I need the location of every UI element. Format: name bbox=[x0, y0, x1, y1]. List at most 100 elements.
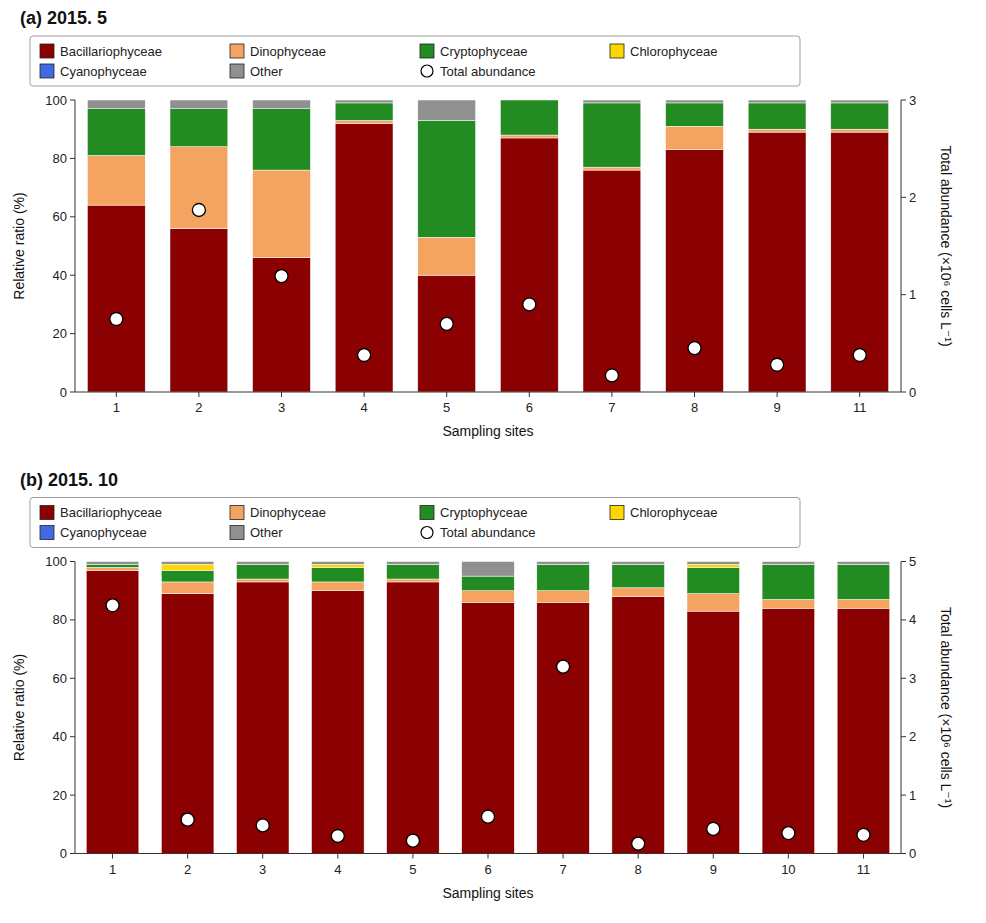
legend-label: Bacillariophyceae bbox=[60, 505, 162, 520]
bar-segment bbox=[462, 591, 515, 603]
scatter-point bbox=[557, 660, 570, 673]
axes: 0204060801000123451234567891011 bbox=[45, 554, 916, 877]
plot-area bbox=[86, 562, 889, 854]
y-tick-label: 40 bbox=[53, 729, 67, 744]
bar-segment bbox=[335, 120, 393, 123]
bar-segment bbox=[666, 126, 724, 149]
y-tick bbox=[70, 333, 75, 334]
bar-segment bbox=[687, 562, 740, 565]
legend-label: Dinophyceae bbox=[250, 44, 326, 59]
y-tick bbox=[70, 795, 75, 796]
x-axis-label: Sampling sites bbox=[442, 423, 533, 439]
bar-segment bbox=[253, 100, 311, 109]
legend: BacillariophyceaeDinophyceaeCryptophycea… bbox=[30, 36, 800, 86]
y-tick bbox=[70, 100, 75, 101]
bar-segment bbox=[253, 170, 311, 258]
legend-label: Chlorophyceae bbox=[630, 505, 717, 520]
x-tick-label: 11 bbox=[853, 400, 867, 415]
bar-segment bbox=[161, 564, 214, 570]
x-tick-label: 5 bbox=[443, 400, 450, 415]
y-tick bbox=[70, 678, 75, 679]
y-tick bbox=[70, 853, 75, 854]
legend: BacillariophyceaeDinophyceaeCryptophycea… bbox=[30, 498, 800, 548]
bar-segment bbox=[170, 100, 228, 109]
y-tick-label: 60 bbox=[53, 671, 67, 686]
x-tick-label: 1 bbox=[109, 862, 116, 877]
bar-segment bbox=[312, 564, 365, 567]
bar-segment bbox=[762, 564, 815, 599]
bar-segment bbox=[462, 602, 515, 853]
scatter-point bbox=[482, 810, 495, 823]
y-axis-line bbox=[75, 100, 76, 392]
y2-tick bbox=[901, 100, 906, 101]
bar-segment bbox=[837, 564, 890, 599]
y2-tick bbox=[901, 736, 906, 737]
panel: (a) 2015. 5BacillariophyceaeDinophyceaeC… bbox=[11, 8, 954, 439]
legend-swatch bbox=[421, 527, 433, 539]
bar-segment bbox=[837, 608, 890, 853]
y2-axis-line bbox=[901, 100, 902, 392]
y-tick bbox=[70, 736, 75, 737]
bar-segment bbox=[87, 155, 145, 205]
chart-root: (a) 2015. 5BacillariophyceaeDinophyceaeC… bbox=[0, 0, 986, 923]
x-tick bbox=[488, 854, 489, 859]
bar-segment bbox=[87, 100, 145, 109]
bar-segment bbox=[831, 100, 889, 103]
scatter-point bbox=[857, 828, 870, 841]
bar-segment bbox=[253, 258, 311, 392]
bar-segment bbox=[762, 608, 815, 853]
bar-segment bbox=[236, 582, 289, 854]
legend-label: Other bbox=[250, 525, 283, 540]
bar-segment bbox=[312, 562, 365, 565]
y-tick bbox=[70, 275, 75, 276]
bar-segment bbox=[418, 237, 476, 275]
x-tick bbox=[198, 392, 199, 397]
y-tick-label: 0 bbox=[60, 385, 67, 400]
x-tick bbox=[364, 392, 365, 397]
scatter-point bbox=[853, 349, 866, 362]
bar-segment bbox=[762, 562, 815, 565]
y-tick-label: 100 bbox=[45, 554, 67, 569]
y2-tick-label: 2 bbox=[909, 729, 916, 744]
panel: (b) 2015. 10BacillariophyceaeDinophyceae… bbox=[11, 470, 954, 901]
x-tick bbox=[563, 854, 564, 859]
bar-segment bbox=[687, 564, 740, 567]
bar-segment bbox=[236, 564, 289, 579]
x-tick bbox=[446, 392, 447, 397]
bar-segment bbox=[387, 562, 440, 565]
bar-segment bbox=[748, 103, 806, 129]
bar-segment bbox=[170, 109, 228, 147]
bar-segment bbox=[537, 602, 590, 853]
y-axis-label: Relative ratio (%) bbox=[11, 654, 27, 761]
legend-swatch bbox=[420, 506, 434, 520]
bar-segment bbox=[161, 562, 214, 565]
bar-segment bbox=[612, 562, 665, 565]
x-tick bbox=[611, 392, 612, 397]
y2-tick bbox=[901, 197, 906, 198]
bar-segment bbox=[687, 594, 740, 612]
y-tick-label: 0 bbox=[60, 846, 67, 861]
scatter-point bbox=[256, 819, 269, 832]
bar-segment bbox=[748, 132, 806, 392]
x-tick-label: 9 bbox=[773, 400, 780, 415]
x-tick-label: 8 bbox=[691, 400, 698, 415]
legend-label: Bacillariophyceae bbox=[60, 44, 162, 59]
x-tick bbox=[262, 854, 263, 859]
y-tick bbox=[70, 392, 75, 393]
legend-label: Chlorophyceae bbox=[630, 44, 717, 59]
bar-segment bbox=[612, 564, 665, 587]
legend-frame bbox=[30, 36, 800, 86]
bar-segment bbox=[500, 100, 558, 101]
legend-label: Total abundance bbox=[440, 525, 535, 540]
scatter-point bbox=[605, 369, 618, 382]
bar-segment bbox=[500, 100, 558, 101]
bar-segment bbox=[312, 591, 365, 854]
bar-segment bbox=[500, 138, 558, 392]
x-tick-label: 7 bbox=[608, 400, 615, 415]
legend-swatch bbox=[40, 506, 54, 520]
x-tick-label: 3 bbox=[259, 862, 266, 877]
scatter-point bbox=[106, 599, 119, 612]
bar-segment bbox=[161, 582, 214, 594]
y2-tick-label: 4 bbox=[909, 612, 916, 627]
bar-segment bbox=[236, 562, 289, 565]
